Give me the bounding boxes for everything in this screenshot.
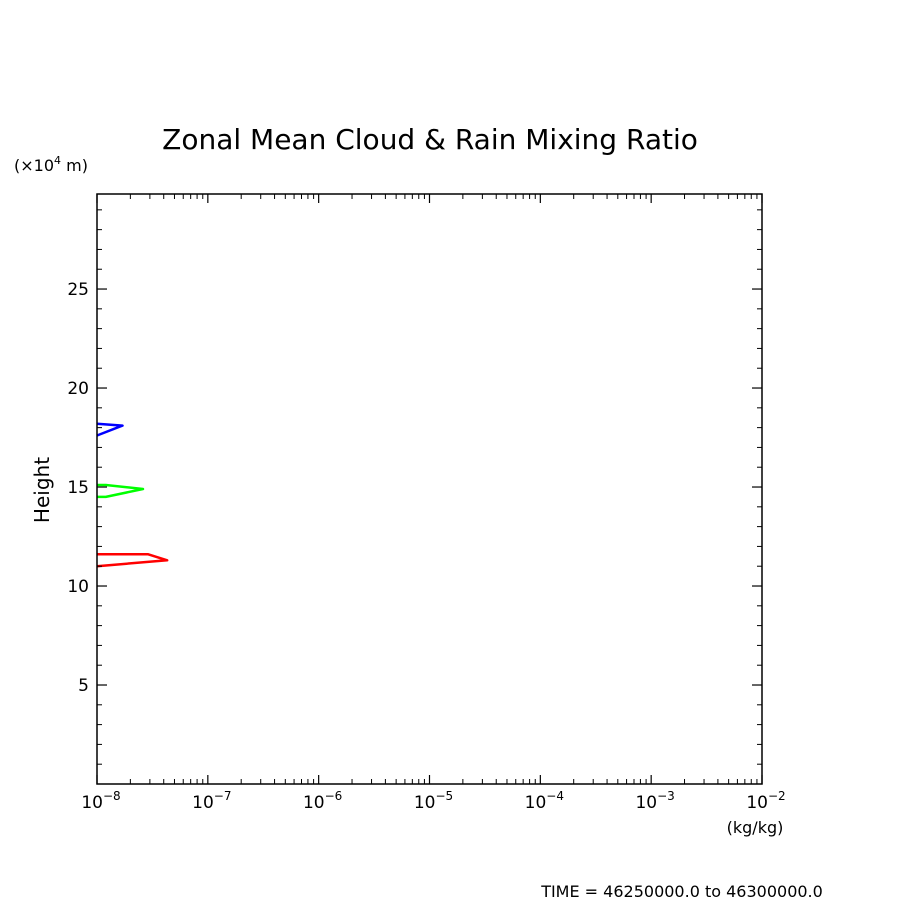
x-tick-base: 10 (81, 793, 103, 813)
y-unit-tail: m) (61, 156, 88, 175)
x-tick-label: 10−3 (635, 789, 674, 813)
x-tick-exponent: −7 (214, 789, 232, 803)
y-tick-label: 15 (67, 478, 89, 498)
series-line-2 (97, 483, 145, 499)
series-line-3 (96, 422, 124, 437)
x-tick-exponent: −2 (768, 789, 786, 803)
x-tick-label: 10−2 (746, 789, 785, 813)
chart-title: Zonal Mean Cloud & Rain Mixing Ratio (162, 123, 698, 156)
y-unit-base: (×10 (14, 156, 54, 175)
y-tick-label: 5 (78, 676, 89, 696)
x-tick-exponent: −8 (103, 789, 121, 803)
y-tick-label: 10 (67, 577, 89, 597)
x-tick-exponent: −4 (546, 789, 564, 803)
x-tick-exponent: −5 (435, 789, 453, 803)
x-tick-label: 10−7 (192, 789, 231, 813)
plot-area (96, 422, 169, 568)
x-tick-base: 10 (192, 793, 214, 813)
x-tick-base: 10 (635, 793, 657, 813)
x-tick-base: 10 (414, 793, 436, 813)
x-axis: 10−8 10−7 10−6 10−5 10−4 10−3 10−2 (81, 194, 786, 813)
x-tick-base: 10 (746, 793, 768, 813)
x-tick-exponent: −3 (657, 789, 675, 803)
x-tick-label: 10−4 (525, 789, 564, 813)
y-unit-exponent: 4 (54, 154, 61, 167)
x-tick-base: 10 (303, 793, 325, 813)
x-axis-label: (kg/kg) (727, 818, 784, 837)
y-tick-label: 20 (67, 379, 89, 399)
y-tick-label: 25 (67, 280, 89, 300)
x-tick-label: 10−8 (81, 789, 120, 813)
time-footer: TIME = 46250000.0 to 46300000.0 (540, 882, 823, 901)
y-unit-label: (×104 m) (14, 154, 88, 175)
x-tick-base: 10 (525, 793, 547, 813)
x-tick-label: 10−6 (303, 789, 342, 813)
y-axis: 5 10 15 20 25 (67, 209, 762, 765)
y-axis-label: Height (30, 457, 54, 523)
x-tick-exponent: −6 (325, 789, 343, 803)
x-tick-label: 10−5 (414, 789, 453, 813)
series-line-1 (96, 553, 169, 568)
